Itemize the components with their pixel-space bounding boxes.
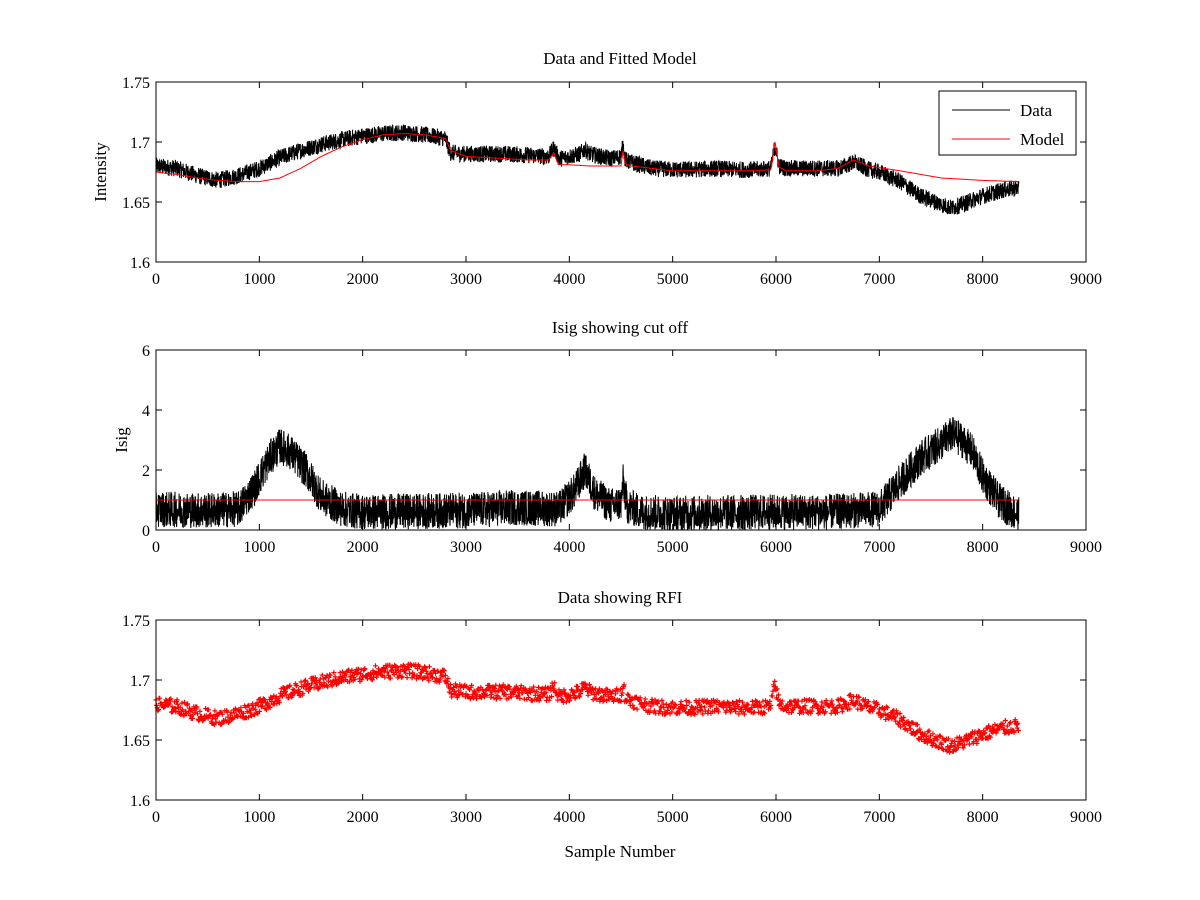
intensity-x-tick-label: 6000 bbox=[760, 271, 792, 288]
intensity-y-axis-label: Intensity bbox=[91, 142, 110, 202]
intensity-panel: Data and Fitted Model Intensity 0 1000 200… bbox=[91, 49, 1102, 288]
intensity-panel-title: Data and Fitted Model bbox=[543, 49, 697, 68]
intensity-x-tick-label: 1000 bbox=[243, 271, 275, 288]
isig-y-axis-label: Isig bbox=[112, 427, 131, 453]
rfi-x-tick-label: 7000 bbox=[863, 809, 895, 826]
isig-x-tick-label: 7000 bbox=[863, 539, 895, 556]
intensity-x-tick-label: 7000 bbox=[863, 271, 895, 288]
rfi-x-tick-label: 4000 bbox=[553, 809, 585, 826]
rfi-x-tick-label: 0 bbox=[152, 809, 160, 826]
rfi-x-tick-label: 2000 bbox=[347, 809, 379, 826]
intensity-x-tick-label: 5000 bbox=[657, 271, 689, 288]
rfi-x-tick-label: 8000 bbox=[967, 809, 999, 826]
rfi-y-tick-label: 1.75 bbox=[122, 613, 150, 630]
intensity-axes-box bbox=[155, 81, 1087, 263]
isig-x-tick-label: 6000 bbox=[760, 539, 792, 556]
isig-x-tick-label: 2000 bbox=[347, 539, 379, 556]
isig-y-tick-label: 6 bbox=[142, 343, 150, 360]
rfi-axis-ticks: 0 1000 2000 3000 4000 5000 6000 7000 8000 9000 1.6… bbox=[122, 613, 1102, 826]
rfi-x-tick-label: 1000 bbox=[243, 809, 275, 826]
intensity-y-tick-label: 1.7 bbox=[130, 135, 150, 152]
isig-x-tick-label: 9000 bbox=[1070, 539, 1102, 556]
isig-x-tick-label: 5000 bbox=[657, 539, 689, 556]
intensity-axis-ticks: 0 1000 2000 3000 4000 5000 6000 7000 8000 9000 1.6… bbox=[122, 75, 1102, 288]
isig-axes-box bbox=[155, 349, 1087, 531]
isig-panel-title: Isig showing cut off bbox=[552, 318, 688, 337]
isig-signal-line bbox=[155, 417, 1020, 531]
intensity-model-line bbox=[155, 133, 1019, 183]
legend-model-label: Model bbox=[1020, 130, 1065, 149]
rfi-y-tick-label: 1.65 bbox=[122, 733, 150, 750]
intensity-x-tick-label: 8000 bbox=[967, 271, 999, 288]
intensity-x-tick-label: 4000 bbox=[553, 271, 585, 288]
legend-data-label: Data bbox=[1020, 101, 1053, 120]
legend-box bbox=[938, 90, 1077, 156]
rfi-x-tick-label: 9000 bbox=[1070, 809, 1102, 826]
isig-x-tick-label: 4000 bbox=[553, 539, 585, 556]
isig-x-tick-label: 3000 bbox=[450, 539, 482, 556]
intensity-x-tick-label: 2000 bbox=[347, 271, 379, 288]
intensity-y-tick-label: 1.75 bbox=[122, 75, 150, 92]
isig-y-tick-label: 0 bbox=[142, 523, 150, 540]
rfi-x-tick-label: 5000 bbox=[657, 809, 689, 826]
rfi-x-axis-label: Sample Number bbox=[565, 842, 676, 861]
intensity-plot-area bbox=[155, 124, 1020, 215]
rfi-panel: Data showing RFI 0 1000 2000 3000 4000 5000 60… bbox=[122, 588, 1102, 861]
intensity-x-tick-label: 0 bbox=[152, 271, 160, 288]
legend: Data Model bbox=[938, 90, 1077, 156]
isig-x-tick-label: 0 bbox=[152, 539, 160, 556]
rfi-axes-box bbox=[155, 619, 1087, 801]
intensity-x-tick-label: 9000 bbox=[1070, 271, 1102, 288]
isig-y-tick-label: 4 bbox=[142, 403, 150, 420]
rfi-x-tick-label: 3000 bbox=[450, 809, 482, 826]
rfi-x-tick-label: 6000 bbox=[760, 809, 792, 826]
intensity-y-tick-label: 1.65 bbox=[122, 195, 150, 212]
isig-axis-ticks: 0 1000 2000 3000 4000 5000 6000 7000 8000 9000 0 2 4… bbox=[142, 343, 1102, 556]
isig-x-tick-label: 1000 bbox=[243, 539, 275, 556]
isig-plot-area bbox=[155, 417, 1020, 531]
rfi-y-tick-label: 1.7 bbox=[130, 673, 150, 690]
intensity-x-tick-label: 3000 bbox=[450, 271, 482, 288]
rfi-y-tick-label: 1.6 bbox=[130, 793, 150, 810]
intensity-y-tick-label: 1.6 bbox=[130, 255, 150, 272]
isig-panel: Isig showing cut off Isig 0 1000 2000 3000 4… bbox=[112, 318, 1102, 556]
isig-x-tick-label: 8000 bbox=[967, 539, 999, 556]
isig-y-tick-label: 2 bbox=[142, 463, 150, 480]
rfi-panel-title: Data showing RFI bbox=[558, 588, 683, 607]
